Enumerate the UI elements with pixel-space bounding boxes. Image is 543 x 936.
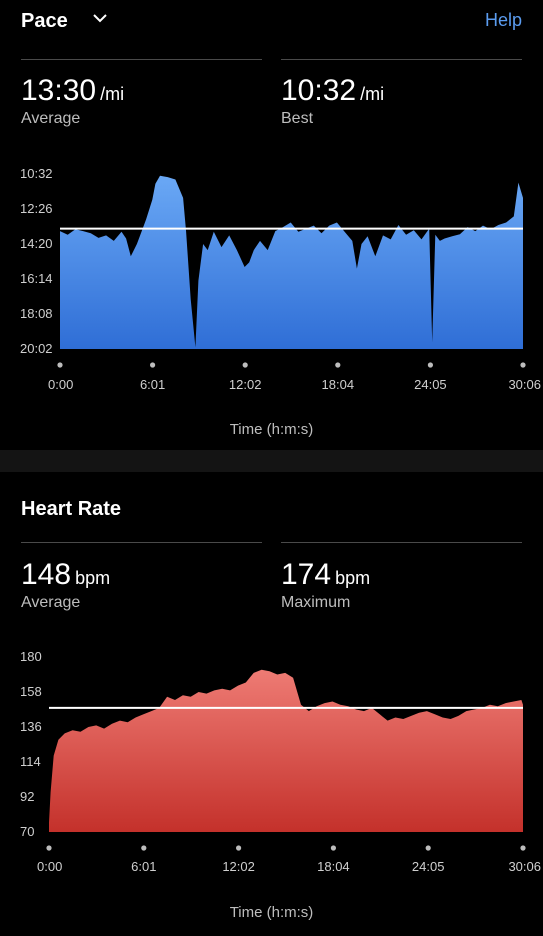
pace-average-unit: /mi xyxy=(100,84,125,104)
x-tick-dot xyxy=(57,362,63,368)
y-tick-label: 158 xyxy=(20,684,42,699)
x-tick-dot xyxy=(330,845,336,851)
x-tick-label: 30:06 xyxy=(508,859,541,874)
x-tick-label: 30:06 xyxy=(508,377,541,392)
divider xyxy=(281,542,522,543)
divider xyxy=(21,542,262,543)
hr-maximum-stat: 174 bpm Maximum xyxy=(281,558,370,612)
pace-section: Pace Help 13:30/mi Average 10:32/mi Best… xyxy=(0,0,543,450)
y-tick-label: 18:08 xyxy=(20,306,53,321)
hr-average-stat: 148 bpm Average xyxy=(21,558,110,612)
hr-average-value: 148 xyxy=(21,558,72,591)
y-tick-label: 136 xyxy=(20,719,42,734)
y-tick-label: 14:20 xyxy=(20,236,53,251)
x-tick-dot xyxy=(427,362,433,368)
hr-maximum-label: Maximum xyxy=(281,594,351,611)
pace-average-value: 13:30 xyxy=(21,74,97,107)
hr-x-axis-title: Time (h:m:s) xyxy=(229,904,314,921)
y-tick-label: 180 xyxy=(20,649,42,664)
chevron-down-icon[interactable] xyxy=(91,8,109,30)
help-link[interactable]: Help xyxy=(484,10,522,30)
hr-maximum-unit: bpm xyxy=(335,568,371,588)
x-tick-dot xyxy=(150,362,156,368)
section-separator xyxy=(0,450,543,472)
hr-maximum-value: 174 xyxy=(281,558,332,591)
divider xyxy=(281,59,522,60)
x-tick-dot xyxy=(425,845,431,851)
hr-average-unit: bpm xyxy=(75,568,111,588)
x-tick-label: 24:05 xyxy=(412,859,445,874)
x-tick-dot xyxy=(520,845,526,851)
x-tick-label: 0:00 xyxy=(48,377,73,392)
pace-header: Pace Help xyxy=(21,8,522,36)
x-tick-label: 24:05 xyxy=(414,377,447,392)
area-series xyxy=(60,175,523,349)
x-tick-dot xyxy=(520,362,526,368)
y-tick-label: 20:02 xyxy=(20,341,53,356)
area-series xyxy=(49,669,523,832)
x-tick-dot xyxy=(242,362,248,368)
heart-rate-section: Heart Rate 148 bpm Average 174 bpm Maximum… xyxy=(0,472,543,936)
x-tick-label: 12:02 xyxy=(229,377,262,392)
pace-title: Pace xyxy=(21,10,68,32)
y-tick-label: 10:32 xyxy=(20,166,53,181)
x-tick-label: 12:02 xyxy=(222,859,255,874)
y-tick-label: 114 xyxy=(20,754,41,769)
pace-chart[interactable]: 10:32 12:26 14:20 16:14 18:08 20:02 0:00 6:01 12… xyxy=(0,0,543,400)
x-tick-dot xyxy=(141,845,147,851)
heart-rate-chart[interactable]: 180 158 136 114 92 70 0:00 6:01 12:02 18:04 24:05 3… xyxy=(0,472,543,892)
pace-best-value: 10:32 xyxy=(281,74,357,107)
y-tick-label: 16:14 xyxy=(20,271,53,286)
x-tick-dot xyxy=(46,845,52,851)
heart-rate-title: Heart Rate xyxy=(21,498,122,520)
divider xyxy=(21,59,262,60)
x-tick-label: 0:00 xyxy=(37,859,62,874)
x-tick-label: 6:01 xyxy=(131,859,156,874)
y-tick-label: 70 xyxy=(20,824,34,839)
pace-average-label: Average xyxy=(21,110,81,127)
pace-best-label: Best xyxy=(281,110,314,127)
pace-x-axis-title: Time (h:m:s) xyxy=(229,421,314,438)
x-tick-dot xyxy=(335,362,341,368)
pace-best-unit: /mi xyxy=(360,84,385,104)
x-tick-label: 6:01 xyxy=(140,377,165,392)
hr-average-label: Average xyxy=(21,594,81,611)
pace-best-stat: 10:32/mi Best xyxy=(281,74,384,128)
pace-average-stat: 13:30/mi Average xyxy=(21,74,124,128)
y-tick-label: 12:26 xyxy=(20,201,53,216)
x-tick-label: 18:04 xyxy=(317,859,350,874)
x-tick-label: 18:04 xyxy=(322,377,355,392)
y-tick-label: 92 xyxy=(20,789,34,804)
x-tick-dot xyxy=(236,845,242,851)
